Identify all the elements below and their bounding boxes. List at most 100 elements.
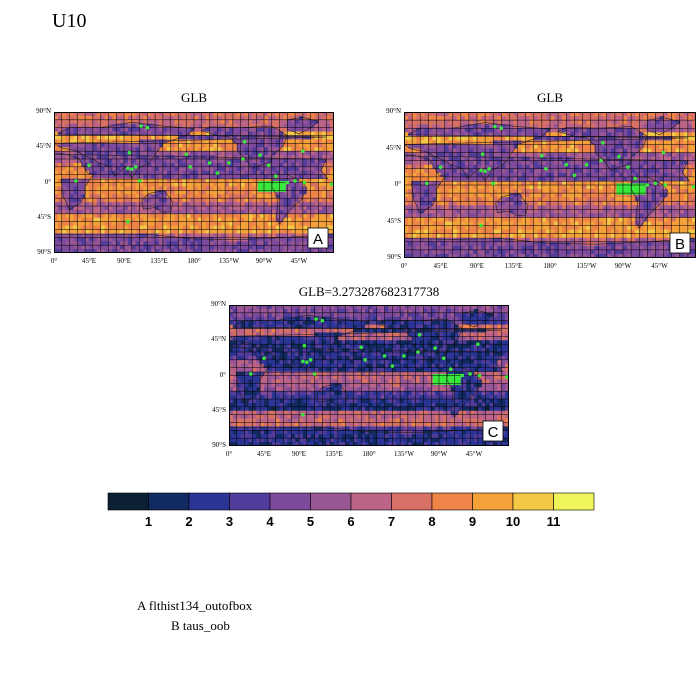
- station-marker: [424, 181, 429, 186]
- coastline: [557, 126, 648, 171]
- colorbar-swatch: [391, 492, 433, 511]
- station-marker: [304, 360, 309, 364]
- station-marker: [215, 171, 220, 175]
- lat-tick-label: 90°N: [211, 300, 226, 308]
- station-marker: [301, 359, 305, 364]
- map-frame: [229, 305, 509, 446]
- map-frame: [404, 112, 696, 258]
- station-marker: [661, 150, 666, 155]
- lon-tick-label: 180°: [362, 450, 376, 458]
- coastline: [630, 176, 668, 229]
- station-marker: [633, 176, 637, 181]
- station-marker: [584, 162, 589, 167]
- lon-tick-label: 0°: [50, 257, 58, 265]
- lon-tick-label: 90°E: [116, 257, 132, 265]
- station-marker: [540, 154, 544, 158]
- station-marker: [433, 346, 437, 350]
- lon-tick-label: 45°W: [465, 450, 483, 458]
- colorbar-swatch: [472, 492, 514, 511]
- lat-tick-label: 45°S: [387, 216, 401, 225]
- station-marker: [653, 181, 658, 186]
- colorbar-tick-label: 6: [347, 514, 355, 529]
- station-marker: [480, 152, 485, 156]
- map-frame: [54, 112, 334, 253]
- station-marker: [87, 163, 91, 168]
- lat-tick-label: 45°N: [386, 143, 401, 152]
- station-marker: [126, 219, 130, 224]
- coastline: [446, 367, 483, 418]
- lon-tick-label: 90°W: [255, 257, 273, 265]
- lon-tick-label: 180°: [187, 257, 201, 265]
- station-marker: [302, 343, 307, 348]
- station-marker: [441, 356, 446, 361]
- station-marker: [479, 223, 483, 228]
- station-marker: [599, 158, 603, 163]
- station-marker: [207, 161, 212, 165]
- station-marker: [382, 354, 387, 358]
- station-marker: [363, 358, 367, 362]
- lon-tick-label: 135°E: [504, 262, 523, 270]
- colorbar-tick-label: 11: [546, 514, 561, 529]
- station-marker: [312, 372, 317, 376]
- panel-label: A: [313, 231, 323, 248]
- colorbar: [107, 492, 595, 511]
- station-marker: [248, 372, 253, 376]
- lat-tick-label: 0°: [394, 180, 401, 188]
- station-marker: [438, 165, 443, 169]
- station-marker: [139, 124, 143, 128]
- station-marker: [544, 166, 548, 171]
- panel-label: C: [488, 424, 499, 441]
- station-marker: [479, 168, 483, 173]
- lon-tick-label: 135°E: [325, 450, 343, 458]
- station-marker: [564, 162, 569, 167]
- station-marker: [145, 125, 150, 130]
- coastline: [495, 193, 529, 217]
- figure-title: U10: [52, 10, 87, 32]
- colorbar-tick-label: 4: [266, 514, 274, 529]
- colorbar-swatch: [350, 492, 392, 511]
- colorbar-swatch: [229, 492, 271, 511]
- station-marker: [402, 354, 406, 358]
- station-marker: [626, 165, 630, 169]
- colorbar-tick-label: 3: [225, 514, 234, 529]
- station-marker: [137, 179, 142, 183]
- colorbar-swatch: [148, 492, 190, 511]
- colorbar-tick-label: 9: [468, 514, 477, 529]
- colorbar-tick-label: 10: [505, 514, 521, 529]
- lat-tick-label: 0°: [219, 370, 226, 379]
- colorbar-tick-label: 7: [387, 514, 396, 529]
- map-canvas-a: A: [54, 112, 334, 253]
- station-marker: [417, 332, 422, 337]
- station-marker: [477, 373, 482, 378]
- colorbar-swatch: [269, 492, 311, 511]
- station-marker: [266, 163, 271, 168]
- colorbar-tick-label: 8: [428, 514, 436, 529]
- panel-a-title: GLB: [181, 90, 207, 105]
- lat-tick-label: 45°N: [36, 142, 51, 151]
- lat-tick-label: 90°S: [387, 253, 401, 261]
- panel-label-box: [669, 232, 691, 254]
- colorbar-swatch: [107, 492, 149, 511]
- lon-tick-label: 45°E: [81, 257, 97, 265]
- station-marker: [487, 166, 491, 171]
- lat-tick-label: 90°N: [36, 107, 51, 115]
- station-marker: [329, 182, 334, 186]
- station-marker: [359, 345, 364, 350]
- colorbar-tick-label: 1: [144, 514, 153, 529]
- legend-line-a: A flthist134_outofbox: [137, 598, 253, 613]
- station-marker: [262, 356, 266, 361]
- map-canvas-c: C: [229, 305, 509, 446]
- legend-line-b: B taus_oob: [171, 618, 230, 633]
- colorbar-tick-label: 5: [306, 514, 315, 529]
- station-marker: [504, 375, 509, 379]
- lon-tick-label: 45°W: [651, 262, 668, 270]
- station-marker: [273, 174, 278, 179]
- lat-tick-label: 0°: [44, 177, 51, 186]
- panel-label: B: [675, 236, 685, 253]
- station-marker: [691, 184, 696, 189]
- station-marker: [476, 342, 480, 346]
- station-marker: [285, 180, 290, 185]
- lon-tick-label: 45°W: [290, 257, 308, 265]
- station-marker: [460, 373, 465, 378]
